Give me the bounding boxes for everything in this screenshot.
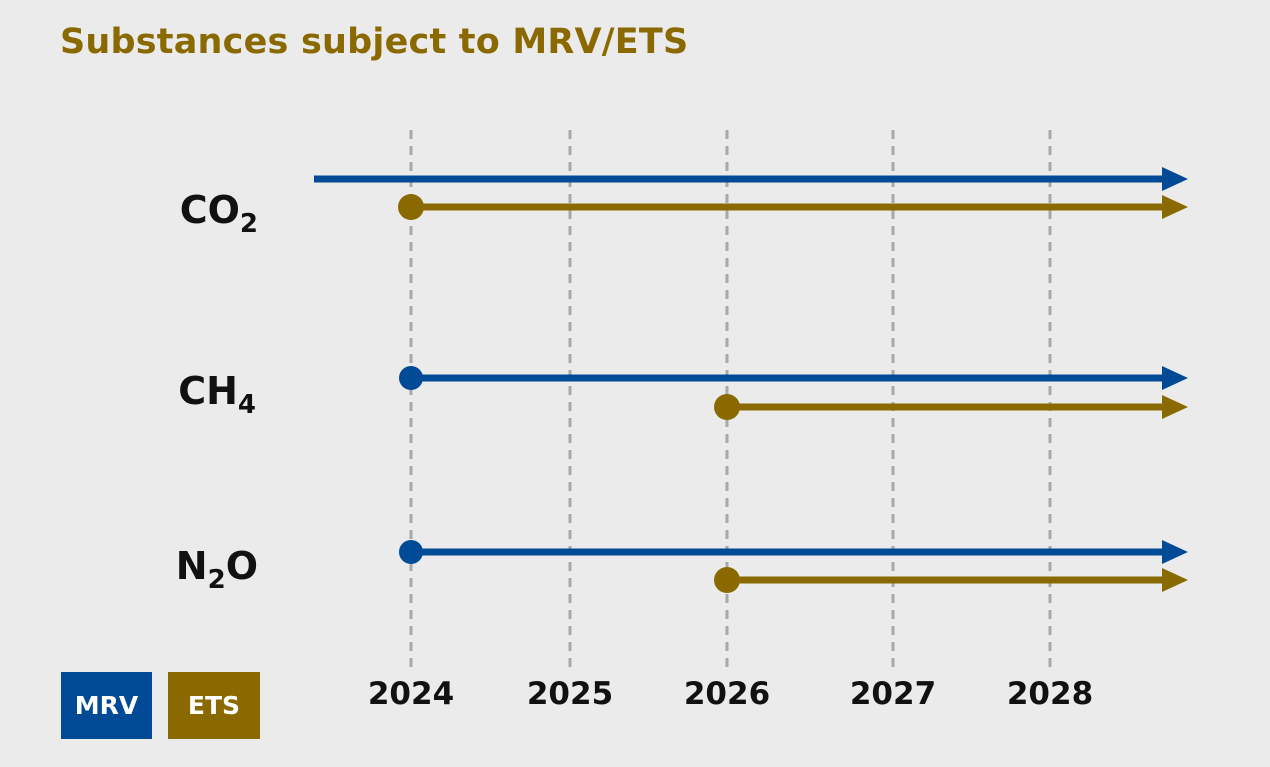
- row-label-ch4: CH4: [178, 369, 256, 418]
- row-label-n2o-subscript: 2: [207, 565, 226, 595]
- bar-ets-row-0-start-marker: [398, 194, 424, 220]
- bar-mrv-row-1-start-marker: [399, 366, 423, 390]
- bar-ets-row-2-start-marker: [714, 567, 740, 593]
- row-label-co2-subscript: 2: [239, 209, 258, 239]
- row-label-n2o: N2O: [175, 544, 258, 593]
- row-label-ch4-subscript: 4: [237, 390, 256, 420]
- legend-item-mrv: MRV: [61, 672, 152, 739]
- legend-item-ets: ETS: [168, 672, 260, 739]
- x-tick-label-2027: 2027: [849, 676, 937, 712]
- bar-ets-row-1-arrowhead: [1162, 395, 1188, 419]
- bar-ets-row-2-arrowhead: [1162, 568, 1188, 592]
- bar-mrv-row-1-arrowhead: [1162, 366, 1188, 390]
- row-label-n2o-suffix: O: [225, 544, 258, 588]
- row-label-co2-base: CO: [179, 188, 240, 232]
- bar-mrv-row-0-arrowhead: [1162, 167, 1188, 191]
- chart-title: Substances subject to MRV/ETS: [60, 22, 689, 62]
- x-tick-label-2028: 2028: [1006, 676, 1094, 712]
- bar-mrv-row-2-arrowhead: [1162, 540, 1188, 564]
- bar-mrv-row-2-start-marker: [399, 540, 423, 564]
- x-tick-label-2025: 2025: [526, 676, 614, 712]
- row-label-n2o-base: N: [175, 544, 208, 588]
- x-tick-label-2024: 2024: [367, 676, 455, 712]
- bar-ets-row-0-arrowhead: [1162, 195, 1188, 219]
- x-tick-label-2026: 2026: [683, 676, 771, 712]
- row-label-co2: CO2: [179, 188, 258, 237]
- bar-ets-row-1-start-marker: [714, 394, 740, 420]
- row-label-ch4-base: CH: [178, 369, 238, 413]
